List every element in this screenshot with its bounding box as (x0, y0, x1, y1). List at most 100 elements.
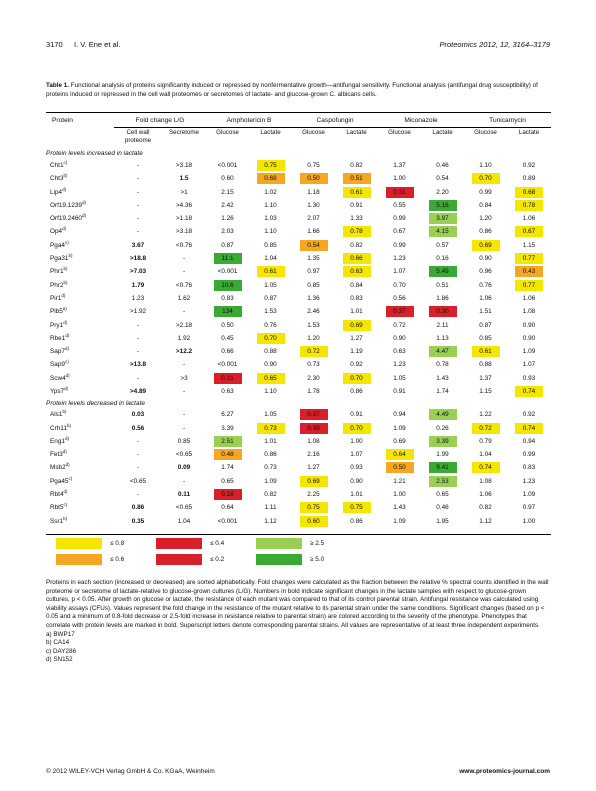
color-legend: ≤ 0.8 ≤ 0.6 ≤ 0.4 ≤ 0.2 ≥ 2.5 ≥ 5.0 (56, 538, 356, 570)
secretome-fold: - (182, 268, 186, 276)
resistance-value: 0.90 (522, 334, 536, 342)
resistance-value: 0.91 (350, 201, 363, 209)
resistance-value: 0.90 (350, 477, 363, 485)
resistance-value: 0.54 (292, 239, 335, 252)
resistance-value: 0.76 (479, 281, 492, 289)
cell-wall-fold: - (136, 334, 140, 342)
secretome-fold: <0.76 (175, 281, 193, 289)
resistance-value: 0.54 (436, 175, 449, 183)
resistance-value: 0.72 (292, 345, 335, 358)
protein-name: Sap7d) (50, 345, 69, 356)
cell-wall-fold: - (136, 437, 140, 445)
resistance-value: 1.35 (307, 255, 320, 263)
cell-wall-fold: - (136, 175, 140, 183)
cell-wall-fold: - (136, 161, 140, 169)
running-header: 3170 I. V. Ene et al. Proteomics 2012, 1… (46, 40, 550, 52)
resistance-value: 2.16 (307, 451, 320, 459)
protein-name: Op4d) (50, 226, 67, 236)
resistance-value: 2.42 (221, 201, 234, 209)
resistance-value: 0.61 (249, 265, 292, 278)
resistance-value: 1.01 (264, 437, 277, 445)
protein-name: Scw4d) (50, 372, 70, 382)
resistance-value: 1.51 (479, 308, 492, 316)
resistance-value: 0.77 (507, 252, 551, 265)
resistance-value: 1.09 (522, 348, 536, 356)
legend-swatch-yellow (56, 538, 102, 549)
protein-name: Lip4d) (50, 186, 67, 196)
resistance-value: 5.16 (421, 199, 464, 212)
secretome-fold: 0.11 (177, 491, 191, 499)
resistance-value: 1.11 (264, 504, 277, 512)
table-row: Pga45c) <0.65 - 0.65 1.09 0.69 0.90 1.21 2.53 1.0… (46, 475, 551, 488)
resistance-value: 0.56 (393, 294, 406, 302)
resistance-value: 1.00 (522, 517, 536, 525)
increased-section: Protein levels increased in lactate Cht1… (46, 149, 551, 398)
resistance-value: 0.64 (221, 504, 234, 512)
tunicamycin-header: Tunicamycin (464, 114, 552, 128)
resistance-value: 0.74 (507, 385, 551, 398)
resistance-value: 1.08 (307, 437, 320, 445)
resistance-value: 1.10 (479, 161, 492, 169)
secretome-fold: - (182, 477, 186, 485)
resistance-value: 0.70 (249, 332, 292, 345)
resistance-value: 0.60 (292, 515, 335, 528)
resistance-value: 0.21 (206, 372, 249, 385)
cell-wall-fold: - (136, 451, 140, 459)
resistance-value: 0.26 (436, 424, 449, 432)
cell-wall-fold: - (136, 215, 140, 223)
resistance-value: <0.001 (217, 268, 238, 276)
resistance-value: 1.00 (393, 175, 406, 183)
resistance-value: 0.93 (522, 374, 536, 382)
resistance-value: 0.82 (264, 491, 277, 499)
cell-wall-fold: >7.03 (129, 268, 147, 276)
amphotericin-header: Amphotericin B (206, 114, 293, 128)
resistance-value: 0.76 (264, 321, 277, 329)
resistance-value: 0.70 (464, 172, 507, 185)
table-footnote: Proteins in each section (increased or d… (46, 579, 551, 665)
resistance-value: 0.92 (522, 161, 536, 169)
table-row: Scw4d) - >3 0.21 0.65 2.30 0.70 1.05 1.43 1.37 0.9… (46, 372, 551, 385)
resistance-value: 0.67 (393, 228, 406, 236)
resistance-value: 10.6 (206, 278, 249, 291)
resistance-value: 0.78 (335, 225, 378, 238)
resistance-value: 1.05 (264, 411, 277, 419)
resistance-value: 0.92 (522, 411, 536, 419)
resistance-value: 1.06 (522, 294, 536, 302)
resistance-value: 2.11 (436, 321, 449, 329)
resistance-value: 0.30 (421, 305, 464, 318)
cell-wall-fold: >18.8 (129, 255, 147, 263)
resistance-value: 0.94 (522, 437, 536, 445)
resistance-value: 0.55 (393, 201, 406, 209)
table-row: Sap9c) >13.8 - <0.001 0.90 0.73 0.92 1.23 0.78 0.… (46, 358, 551, 371)
resistance-value: 0.63 (393, 348, 406, 356)
resistance-value: 4.49 (421, 408, 464, 421)
protein-name: Ssr1b) (50, 515, 68, 525)
protein-name: Cht1c) (50, 159, 68, 169)
table-row: Phr1b) >7.03 - <0.001 0.61 0.97 0.63 1.07 5.49 0.… (46, 265, 551, 278)
glucose-header: Glucose (302, 128, 325, 136)
resistance-value: 0.99 (393, 241, 406, 249)
resistance-value: 0.79 (479, 437, 492, 445)
table-row: Crh11b) 0.56 - 3.39 0.73 0.39 0.70 1.09 0.26 0.72… (46, 421, 551, 434)
protein-name: Fet3d) (50, 449, 67, 459)
resistance-value: 1.00 (393, 491, 406, 499)
resistance-value: 0.88 (264, 348, 277, 356)
footnote-text: Proteins in each section (increased or d… (46, 579, 549, 629)
section-title-decreased: Protein levels decreased in lactate (46, 399, 146, 407)
resistance-value: <0.001 (217, 161, 238, 169)
fold-change-header: Fold change L/G (114, 114, 207, 128)
resistance-value: 1.08 (522, 308, 536, 316)
resistance-value: 0.51 (436, 281, 449, 289)
legend-label-yellow: ≤ 0.8 (110, 540, 125, 547)
resistance-value: 1.05 (264, 281, 277, 289)
resistance-value: 0.86 (479, 228, 492, 236)
resistance-value: 0.69 (292, 475, 335, 488)
resistance-value: 0.87 (221, 241, 234, 249)
resistance-value: 1.07 (350, 451, 363, 459)
resistance-value: 134 (206, 305, 249, 318)
protein-name: Orf19.1239d) (50, 199, 86, 209)
cell-wall-fold: >4.89 (129, 387, 147, 395)
table-row: Pga4c) 3.67 <0.76 0.87 0.85 0.54 0.82 0.99 0.57 0… (46, 239, 551, 252)
cell-wall-fold: 0.56 (131, 424, 145, 432)
secretome-fold: - (182, 255, 186, 263)
